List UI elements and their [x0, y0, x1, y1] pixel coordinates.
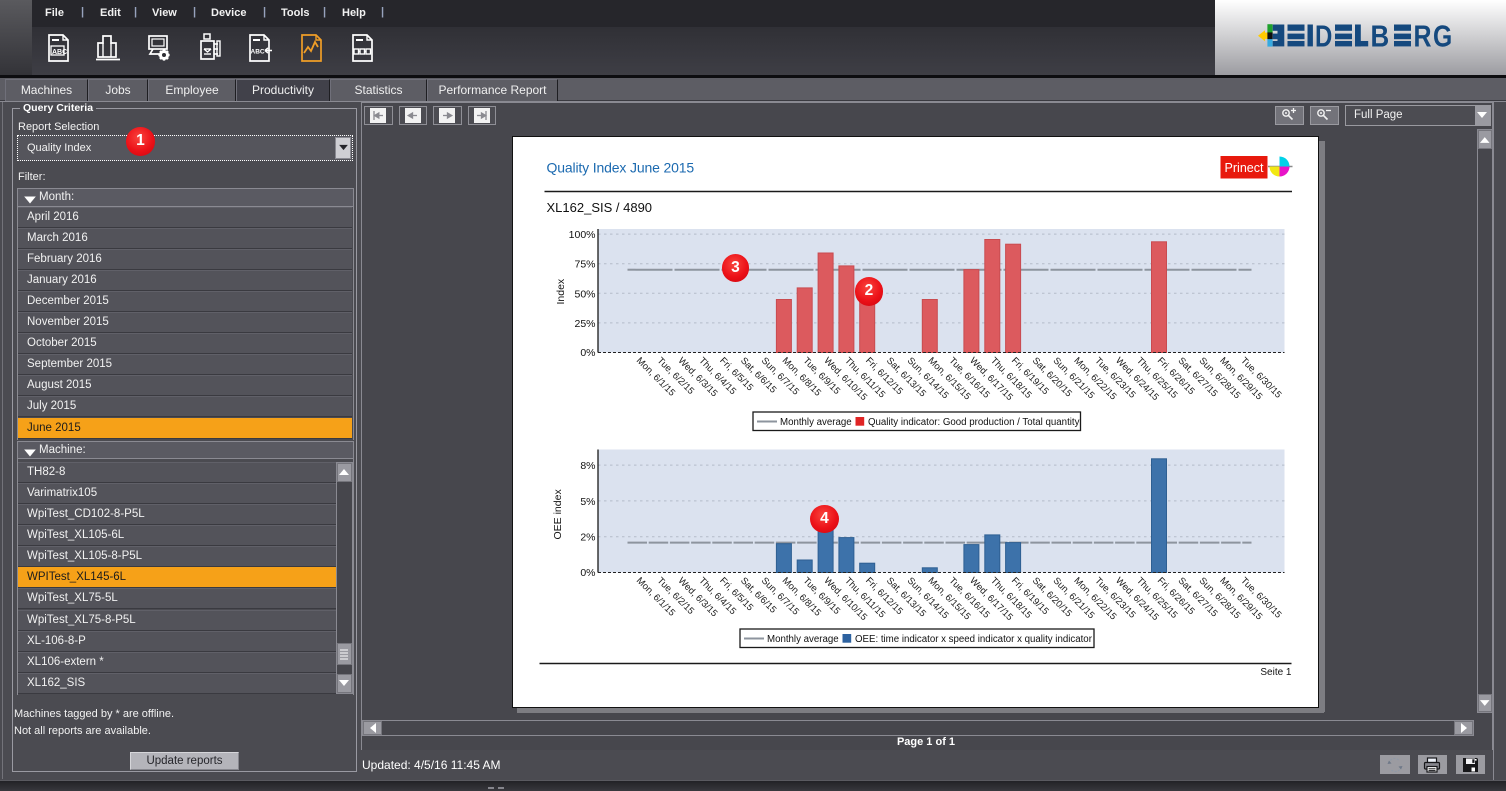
svg-text:ABC: ABC — [251, 49, 265, 56]
svg-text:OEE index: OEE index — [552, 488, 564, 539]
svg-text:100%: 100% — [568, 229, 595, 241]
svg-text:Monthly average: Monthly average — [780, 417, 852, 428]
svg-text:XL162_SIS / 4890: XL162_SIS / 4890 — [546, 200, 652, 215]
svg-text:Quality Index June 2015: Quality Index June 2015 — [546, 159, 694, 175]
svg-text:Seite 1: Seite 1 — [1260, 667, 1292, 678]
svg-text:50%: 50% — [574, 288, 595, 300]
svg-text:OEE: time indicator x speed in: OEE: time indicator x speed indicator x … — [855, 634, 1093, 645]
svg-text:8%: 8% — [580, 460, 595, 472]
svg-text:75%: 75% — [574, 258, 595, 270]
svg-text:2%: 2% — [580, 531, 595, 543]
svg-text:G: G — [1433, 19, 1452, 53]
svg-text:Index: Index — [555, 278, 567, 304]
svg-text:D: D — [1315, 19, 1332, 53]
svg-text:0%: 0% — [580, 567, 595, 579]
svg-text:ABC: ABC — [52, 49, 67, 56]
svg-text:Prinect: Prinect — [1224, 161, 1263, 175]
svg-text:5%: 5% — [580, 495, 595, 507]
svg-text:0%: 0% — [580, 347, 595, 359]
svg-text:Monthly average: Monthly average — [767, 634, 839, 645]
svg-text:R: R — [1414, 19, 1432, 53]
svg-text:25%: 25% — [574, 317, 595, 329]
svg-text:B: B — [1371, 18, 1390, 52]
svg-text:Quality indicator: Good produc: Quality indicator: Good production / Tot… — [868, 417, 1080, 428]
